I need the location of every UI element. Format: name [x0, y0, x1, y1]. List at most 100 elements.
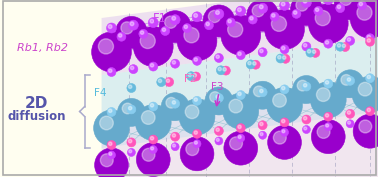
Circle shape	[166, 98, 177, 108]
Circle shape	[210, 92, 220, 102]
Circle shape	[184, 28, 199, 43]
Circle shape	[366, 107, 375, 116]
Circle shape	[347, 78, 351, 81]
Circle shape	[270, 12, 279, 21]
Circle shape	[283, 56, 286, 59]
Circle shape	[194, 131, 197, 134]
Circle shape	[109, 152, 112, 155]
Circle shape	[221, 15, 261, 55]
Circle shape	[258, 3, 268, 13]
Circle shape	[194, 98, 197, 101]
Circle shape	[366, 74, 375, 83]
Circle shape	[302, 42, 311, 51]
Circle shape	[172, 144, 175, 147]
Circle shape	[141, 111, 155, 124]
Circle shape	[179, 99, 215, 135]
Circle shape	[194, 58, 197, 61]
Circle shape	[172, 61, 176, 64]
Circle shape	[291, 0, 322, 25]
Circle shape	[205, 87, 233, 115]
Polygon shape	[102, 0, 378, 75]
Polygon shape	[102, 82, 378, 148]
Circle shape	[91, 32, 132, 72]
Circle shape	[223, 93, 259, 129]
Circle shape	[237, 8, 241, 12]
Circle shape	[129, 150, 132, 153]
Circle shape	[359, 120, 372, 133]
Circle shape	[346, 109, 355, 118]
Text: F2: F2	[184, 74, 197, 84]
Circle shape	[312, 50, 316, 53]
Circle shape	[311, 48, 320, 57]
Circle shape	[161, 27, 170, 35]
Circle shape	[229, 99, 243, 113]
Circle shape	[129, 106, 132, 110]
Circle shape	[259, 131, 266, 139]
Circle shape	[266, 87, 302, 123]
Circle shape	[216, 95, 219, 98]
Polygon shape	[102, 79, 378, 177]
Circle shape	[347, 121, 350, 124]
Circle shape	[133, 27, 173, 67]
Circle shape	[139, 29, 148, 38]
Circle shape	[161, 93, 189, 121]
Circle shape	[324, 39, 333, 48]
Circle shape	[107, 151, 116, 159]
Circle shape	[325, 114, 329, 117]
Circle shape	[280, 0, 290, 10]
Circle shape	[236, 124, 245, 133]
Circle shape	[236, 51, 245, 60]
Circle shape	[159, 11, 191, 43]
Text: diffusion: diffusion	[8, 110, 66, 122]
Circle shape	[260, 133, 263, 136]
Circle shape	[249, 81, 277, 109]
Circle shape	[310, 82, 346, 118]
Circle shape	[98, 39, 113, 54]
Circle shape	[304, 127, 307, 130]
Circle shape	[282, 46, 285, 50]
Circle shape	[130, 66, 134, 70]
Circle shape	[316, 88, 330, 101]
Circle shape	[314, 6, 323, 15]
Circle shape	[258, 48, 267, 57]
Circle shape	[281, 2, 285, 6]
Circle shape	[127, 148, 135, 156]
Circle shape	[324, 79, 333, 88]
Circle shape	[224, 131, 258, 165]
Circle shape	[304, 44, 307, 47]
Circle shape	[292, 9, 301, 18]
Circle shape	[315, 10, 330, 26]
Circle shape	[308, 4, 348, 44]
Circle shape	[341, 75, 352, 85]
Circle shape	[170, 15, 180, 25]
Circle shape	[217, 66, 225, 75]
Polygon shape	[102, 39, 378, 115]
Circle shape	[135, 105, 171, 141]
Circle shape	[162, 28, 166, 32]
Circle shape	[100, 154, 113, 167]
Circle shape	[215, 137, 223, 145]
Circle shape	[193, 73, 197, 77]
Circle shape	[304, 84, 307, 87]
Circle shape	[301, 0, 311, 7]
Circle shape	[130, 22, 134, 26]
Circle shape	[324, 112, 333, 121]
Circle shape	[107, 107, 116, 116]
Circle shape	[192, 129, 201, 138]
Circle shape	[296, 0, 308, 11]
Circle shape	[94, 148, 129, 177]
Circle shape	[149, 62, 158, 71]
Circle shape	[214, 53, 223, 62]
Circle shape	[216, 128, 219, 131]
Circle shape	[171, 132, 180, 141]
Circle shape	[238, 125, 241, 129]
Circle shape	[336, 4, 345, 13]
Circle shape	[236, 6, 246, 16]
Circle shape	[334, 0, 366, 20]
Circle shape	[302, 125, 310, 133]
Circle shape	[337, 44, 341, 47]
Circle shape	[194, 13, 198, 17]
Circle shape	[303, 0, 307, 3]
Circle shape	[367, 75, 370, 79]
Circle shape	[117, 32, 126, 41]
